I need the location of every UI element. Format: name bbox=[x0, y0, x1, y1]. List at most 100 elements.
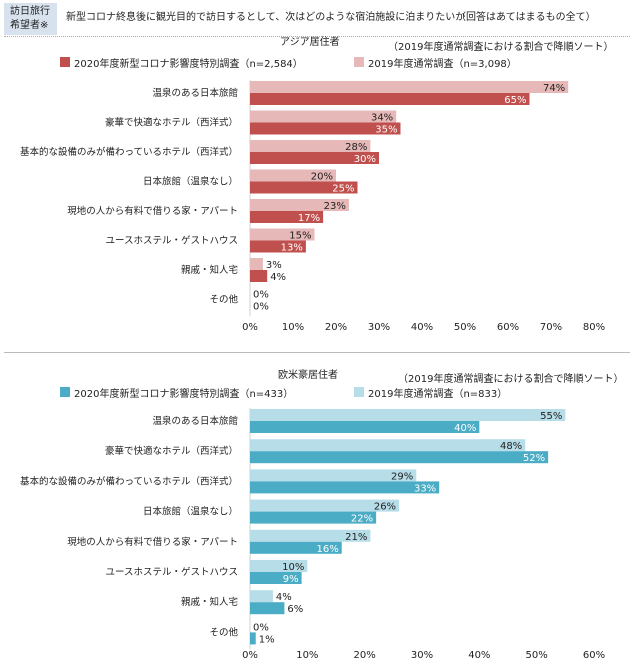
chart2-bar-2019 bbox=[250, 529, 371, 542]
chart2-category-label: 基本的な設備のみが備わっているホテル（西洋式） bbox=[20, 475, 238, 487]
chart2-bar-2019 bbox=[250, 560, 308, 572]
chart1-bar-2019 bbox=[250, 169, 336, 182]
chart2-label-2020: 22% bbox=[351, 514, 373, 525]
chart1-bar-2019 bbox=[250, 258, 263, 270]
chart2-label-2020: 1% bbox=[259, 634, 275, 645]
chart1-label-2020: 30% bbox=[354, 154, 376, 165]
chart2-bar-2020 bbox=[250, 451, 549, 464]
chart1-label-2019: 15% bbox=[289, 231, 311, 242]
chart2-category-label: ユースホステル・ゲストハウス bbox=[105, 566, 238, 578]
chart2-legend-swatch-2020 bbox=[60, 387, 70, 397]
chart1-bar-2019 bbox=[250, 81, 569, 93]
chart2-label-2020: 6% bbox=[287, 604, 303, 615]
chart1-category-label: 日本旅館（温泉なし） bbox=[143, 176, 238, 188]
chart1-legend-swatch-2019 bbox=[354, 57, 364, 67]
chart1-label-2019: 23% bbox=[324, 201, 346, 212]
chart2-bar-2020 bbox=[250, 481, 440, 494]
chart2-label-2020: 33% bbox=[414, 483, 436, 494]
chart2-label-2019: 10% bbox=[282, 562, 304, 573]
chart2-x-tick-label: 40% bbox=[468, 650, 490, 661]
respondent-group-line2: 希望者※ bbox=[10, 20, 49, 31]
chart1-legend-2019: 2019年度通常調査（n=3,098） bbox=[368, 59, 517, 70]
chart2-category-label: 親戚・知人宅 bbox=[181, 596, 238, 608]
chart1-bar-2020 bbox=[250, 93, 530, 105]
chart1-x-tick-label: 30% bbox=[368, 322, 390, 333]
survey-question: 新型コロナ終息後に観光目的で訪日するとして、次はどのような宿泊施設に泊まりたいか bbox=[66, 12, 466, 23]
chart1-sort-note: （2019年度通常調査における割合で降順ソート） bbox=[388, 42, 614, 53]
chart2-label-2020: 9% bbox=[283, 574, 299, 585]
chart1-category-label: 豪華で快適なホテル（西洋式） bbox=[105, 117, 238, 129]
chart2-label-2019: 4% bbox=[276, 592, 292, 603]
chart2-bar-2019 bbox=[250, 409, 566, 421]
chart1-x-tick-label: 70% bbox=[540, 322, 562, 333]
chart1-label-2020: 35% bbox=[375, 125, 397, 136]
chart2-label-2019: 0% bbox=[253, 622, 269, 633]
chart2-label-2019: 21% bbox=[345, 532, 367, 543]
chart1-label-2019: 20% bbox=[311, 172, 333, 183]
chart1-label-2020: 65% bbox=[504, 95, 526, 106]
chart1-label-2019: 3% bbox=[266, 260, 282, 271]
chart1-label-2020: 17% bbox=[298, 213, 320, 224]
chart2-bar-2019 bbox=[250, 439, 526, 452]
chart1-label-2019: 74% bbox=[543, 83, 565, 94]
chart1-x-tick-label: 40% bbox=[411, 322, 433, 333]
chart2-bar-2019 bbox=[250, 499, 400, 512]
chart2-category-label: 現地の人から有料で借りる家・アパート bbox=[67, 536, 238, 548]
chart1-bar-2020 bbox=[250, 122, 401, 135]
chart2-x-tick-label: 60% bbox=[583, 650, 605, 661]
chart1-label-2019: 0% bbox=[253, 290, 269, 301]
chart1-legend-2020: 2020年度新型コロナ影響度特別調査（n=2,584） bbox=[74, 59, 303, 70]
chart1-bar-2020 bbox=[250, 270, 268, 282]
chart2-bar-2020 bbox=[250, 632, 256, 645]
chart2-x-tick-label: 0% bbox=[242, 650, 258, 661]
chart1-label-2019: 34% bbox=[371, 113, 393, 124]
chart1-bar-2020 bbox=[250, 211, 324, 223]
header-divider bbox=[4, 36, 630, 37]
chart1-bar-2020 bbox=[250, 181, 358, 194]
respondent-group-line1: 訪日旅行 bbox=[10, 6, 50, 17]
chart2-label-2019: 48% bbox=[500, 441, 522, 452]
chart1-bar-2019 bbox=[250, 228, 315, 241]
chart2-legend-swatch-2019 bbox=[354, 387, 364, 397]
chart1-bar-2020 bbox=[250, 152, 379, 164]
chart2-label-2020: 16% bbox=[316, 544, 338, 555]
chart2-bar-2019 bbox=[250, 469, 417, 482]
chart2-bar-2020 bbox=[250, 511, 377, 524]
chart1-bar-2019 bbox=[250, 110, 397, 123]
chart2-label-2019: 55% bbox=[540, 411, 562, 422]
chart1-label-2020: 25% bbox=[332, 184, 354, 195]
chart1-bar-2020 bbox=[250, 240, 306, 253]
chart2-x-tick-label: 50% bbox=[526, 650, 548, 661]
chart1-x-tick-label: 10% bbox=[282, 322, 304, 333]
chart2-category-label: 豪華で快適なホテル（西洋式） bbox=[105, 445, 238, 457]
chart2-legend-2019: 2019年度通常調査（n=833） bbox=[368, 389, 508, 400]
chart2-title: 欧米豪居住者 bbox=[278, 370, 338, 381]
chart2-sort-note: （2019年度通常調査における割合で降順ソート） bbox=[398, 374, 624, 385]
chart-divider bbox=[4, 352, 630, 353]
chart1-x-tick-label: 0% bbox=[242, 322, 258, 333]
respondent-group-box: 訪日旅行 希望者※ bbox=[4, 3, 57, 35]
chart2-x-tick-label: 20% bbox=[354, 650, 376, 661]
chart1-x-tick-label: 50% bbox=[454, 322, 476, 333]
chart2-label-2020: 52% bbox=[523, 453, 545, 464]
chart2-category-label: その他 bbox=[209, 626, 238, 638]
answer-note: （回答はあてはまるもの全て） bbox=[456, 12, 596, 23]
chart1-bar-2019 bbox=[250, 199, 349, 211]
chart2-x-tick-label: 10% bbox=[296, 650, 318, 661]
chart2-bar-2019 bbox=[250, 590, 273, 603]
chart2-legend-2020: 2020年度新型コロナ影響度特別調査（n=433） bbox=[74, 389, 294, 400]
chart2-label-2020: 40% bbox=[454, 423, 476, 434]
chart1-x-tick-label: 20% bbox=[325, 322, 347, 333]
chart2-bar-2020 bbox=[250, 421, 480, 433]
chart1-category-label: ユースホステル・ゲストハウス bbox=[105, 235, 238, 247]
chart1-x-tick-label: 80% bbox=[583, 322, 605, 333]
chart1-title: アジア居住者 bbox=[280, 37, 340, 48]
chart1-category-label: 温泉のある日本旅館 bbox=[152, 87, 238, 99]
chart2-label-2019: 26% bbox=[374, 502, 396, 513]
chart1-label-2019: 28% bbox=[345, 142, 367, 153]
chart2-bar-2020 bbox=[250, 541, 342, 554]
chart2-label-2019: 29% bbox=[391, 471, 413, 482]
chart2-category-label: 温泉のある日本旅館 bbox=[152, 415, 238, 427]
chart1-label-2020: 0% bbox=[253, 302, 269, 313]
